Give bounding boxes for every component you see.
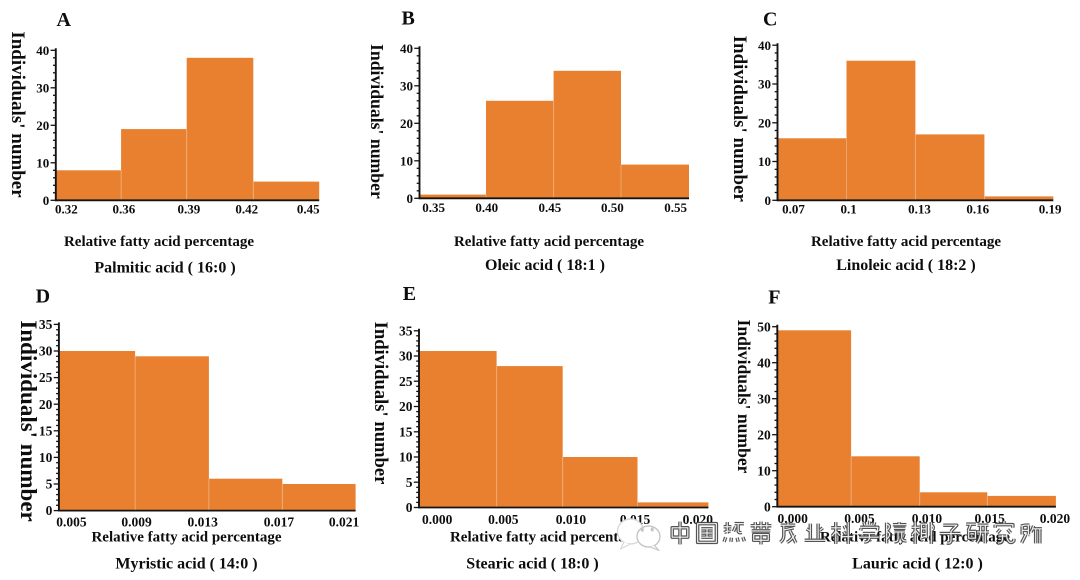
svg-text:Relative fatty acid percentage: Relative fatty acid percentage: [454, 234, 644, 250]
svg-text:50: 50: [757, 319, 771, 334]
svg-text:Myristic acid ( 14:0 ): Myristic acid ( 14:0 ): [115, 555, 257, 572]
svg-text:0.07: 0.07: [782, 201, 805, 216]
svg-text:Relative fatty acid percentage: Relative fatty acid percentage: [450, 530, 640, 546]
svg-text:0: 0: [407, 191, 414, 206]
svg-text:20: 20: [757, 427, 771, 442]
svg-text:0.005: 0.005: [56, 515, 87, 530]
svg-text:0.010: 0.010: [556, 512, 587, 527]
svg-text:15: 15: [399, 424, 413, 439]
svg-text:10: 10: [39, 450, 53, 465]
svg-text:0.50: 0.50: [601, 200, 624, 215]
svg-text:20: 20: [36, 118, 49, 133]
svg-text:0.13: 0.13: [908, 201, 931, 216]
svg-text:0.000: 0.000: [422, 512, 453, 527]
svg-text:40: 40: [757, 355, 771, 370]
svg-text:Relative fatty acid percentage: Relative fatty acid percentage: [811, 234, 1001, 250]
svg-text:20: 20: [400, 116, 413, 131]
svg-text:Individuals' number: Individuals' number: [7, 31, 28, 198]
svg-text:0.017: 0.017: [264, 515, 295, 530]
svg-text:Relative fatty acid percentage: Relative fatty acid percentage: [64, 234, 254, 250]
svg-text:40: 40: [758, 38, 771, 53]
svg-text:0.36: 0.36: [113, 201, 136, 216]
svg-text:F: F: [768, 286, 780, 308]
svg-text:5: 5: [46, 477, 53, 492]
svg-text:10: 10: [400, 153, 413, 168]
svg-text:Relative fatty acid percentage: Relative fatty acid percentage: [91, 530, 281, 546]
svg-text:0.35: 0.35: [422, 200, 445, 215]
svg-text:10: 10: [36, 155, 49, 170]
svg-text:0: 0: [406, 500, 413, 515]
svg-text:40: 40: [36, 43, 49, 58]
svg-text:0.19: 0.19: [1039, 201, 1062, 216]
svg-text:20: 20: [39, 397, 53, 412]
svg-text:20: 20: [399, 399, 413, 414]
svg-text:0: 0: [43, 193, 50, 208]
svg-text:30: 30: [36, 80, 49, 95]
svg-text:0.40: 0.40: [475, 200, 498, 215]
svg-text:0.16: 0.16: [966, 201, 989, 216]
svg-text:30: 30: [758, 77, 771, 92]
svg-text:A: A: [57, 9, 72, 31]
svg-text:30: 30: [39, 344, 53, 359]
svg-text:10: 10: [757, 463, 771, 478]
svg-text:Individuals' number: Individuals' number: [16, 320, 41, 521]
svg-text:0.009: 0.009: [121, 515, 152, 530]
svg-text:C: C: [763, 9, 777, 31]
svg-text:0.42: 0.42: [235, 201, 258, 216]
svg-text:30: 30: [400, 78, 413, 93]
svg-text:Stearic acid ( 18:0 ): Stearic acid ( 18:0 ): [466, 555, 598, 572]
svg-text:Lauric acid ( 12:0 ): Lauric acid ( 12:0 ): [852, 555, 983, 572]
svg-text:0: 0: [46, 503, 53, 518]
svg-text:0.55: 0.55: [664, 200, 687, 215]
svg-text:0: 0: [764, 499, 771, 514]
svg-text:30: 30: [757, 391, 771, 406]
svg-text:Palmitic acid ( 16:0 ): Palmitic acid ( 16:0 ): [94, 259, 235, 276]
svg-text:35: 35: [39, 317, 53, 332]
svg-text:10: 10: [399, 450, 413, 465]
svg-text:0.39: 0.39: [178, 201, 201, 216]
svg-text:0.45: 0.45: [297, 201, 320, 216]
svg-text:0.005: 0.005: [488, 512, 519, 527]
svg-text:0.010: 0.010: [912, 511, 943, 526]
svg-text:0.45: 0.45: [539, 200, 562, 215]
svg-text:40: 40: [400, 41, 413, 56]
svg-text:30: 30: [399, 349, 413, 364]
svg-text:Individuals' number: Individuals' number: [729, 36, 750, 203]
svg-text:0.013: 0.013: [188, 515, 219, 530]
svg-text:15: 15: [39, 423, 53, 438]
svg-text:Individuals' number: Individuals' number: [734, 319, 754, 473]
svg-text:0.32: 0.32: [55, 201, 78, 216]
svg-text:10: 10: [758, 154, 771, 169]
svg-text:0: 0: [765, 193, 772, 208]
svg-text:E: E: [403, 283, 416, 305]
svg-text:35: 35: [399, 323, 413, 338]
svg-text:0.000: 0.000: [778, 511, 809, 526]
svg-text:Individuals' number: Individuals' number: [370, 322, 391, 485]
svg-text:Individuals' number: Individuals' number: [367, 44, 387, 199]
svg-text:5: 5: [406, 475, 413, 490]
svg-text:0.1: 0.1: [840, 201, 856, 216]
svg-text:B: B: [402, 8, 415, 30]
svg-text:0.015: 0.015: [975, 511, 1006, 526]
svg-text:D: D: [36, 286, 50, 308]
svg-text:Linoleic acid ( 18:2 ): Linoleic acid ( 18:2 ): [836, 257, 976, 274]
svg-text:Oleic acid ( 18:1 ): Oleic acid ( 18:1 ): [485, 257, 605, 274]
svg-text:0.021: 0.021: [329, 515, 360, 530]
svg-text:0.020: 0.020: [1040, 511, 1071, 526]
svg-text:20: 20: [758, 115, 771, 130]
svg-text:0.005: 0.005: [844, 511, 875, 526]
svg-text:25: 25: [399, 374, 413, 389]
svg-text:25: 25: [39, 370, 53, 385]
